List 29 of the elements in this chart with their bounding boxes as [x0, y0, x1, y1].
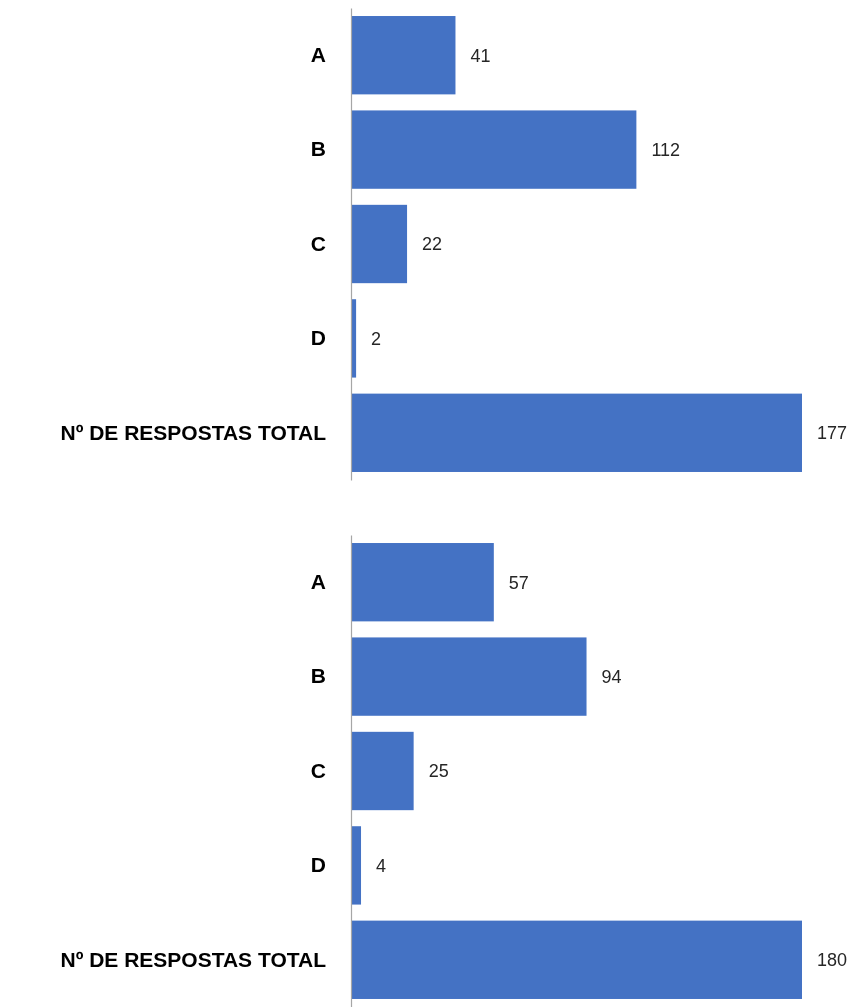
y-tick-label: B: [310, 137, 326, 161]
y-tick-label: B: [310, 664, 326, 688]
bar: [351, 110, 637, 189]
data-label: 57: [508, 572, 529, 593]
bar: [351, 731, 414, 811]
data-label: 25: [428, 761, 449, 782]
data-label: 94: [601, 666, 622, 687]
data-label: 22: [422, 234, 443, 255]
data-label: 2: [371, 328, 382, 349]
y-tick-label: C: [310, 231, 326, 255]
data-label: 41: [470, 45, 491, 66]
bar: [351, 920, 802, 999]
data-label: 4: [376, 855, 387, 876]
bar: [351, 543, 494, 622]
y-tick-label: D: [310, 326, 326, 350]
bar: [351, 826, 362, 905]
y-tick-label: A: [310, 42, 326, 66]
y-tick-label: C: [310, 758, 326, 782]
y-tick-label: Nº DE RESPOSTAS TOTAL: [60, 420, 327, 444]
bar: [351, 16, 456, 95]
data-label: 180: [817, 950, 848, 971]
bar: [351, 637, 587, 716]
y-tick-label: D: [310, 853, 326, 877]
bar: [351, 393, 802, 472]
bar: [351, 204, 408, 284]
y-tick-label: Nº DE RESPOSTAS TOTAL: [60, 947, 327, 971]
data-label: 177: [817, 423, 848, 444]
data-label: 112: [651, 139, 681, 160]
y-tick-label: A: [310, 569, 326, 593]
